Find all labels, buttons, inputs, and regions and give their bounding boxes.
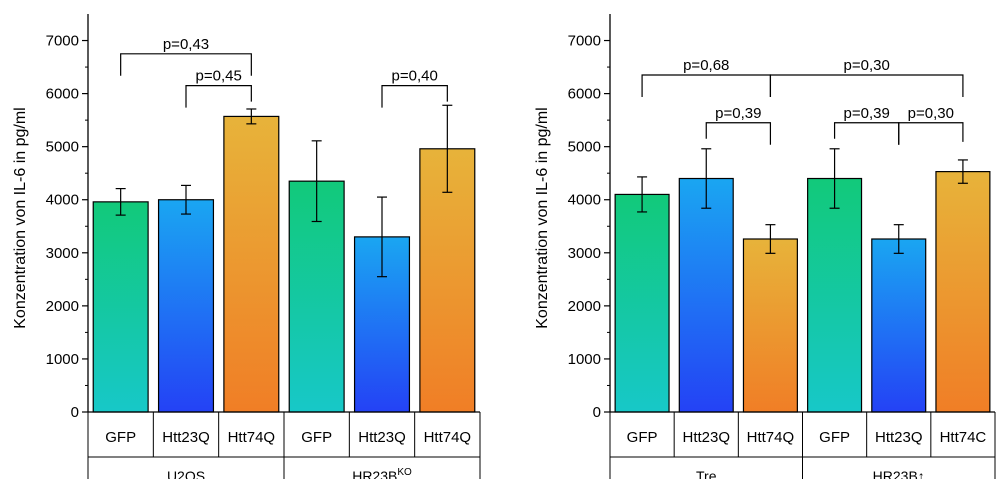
y-tick-label: 4000 xyxy=(46,192,79,209)
p-value-label: p=0,30 xyxy=(908,105,954,122)
y-tick-label: 1000 xyxy=(46,351,79,368)
significance-bracket xyxy=(381,85,448,108)
y-tick-label: 7000 xyxy=(568,33,601,50)
chart-panel-right: 0 1000 2000 3000 4000 5000 6000 7000 Konzentrati… xyxy=(534,14,996,484)
bar xyxy=(92,201,149,413)
chart-panel-left: 0 1000 2000 3000 4000 5000 6000 7000 Konzentrati… xyxy=(12,14,481,484)
y-tick-label: 3000 xyxy=(568,245,601,262)
p-value-label: p=0,68 xyxy=(683,57,729,74)
y-tick-label: 3000 xyxy=(46,245,79,262)
significance-bracket xyxy=(898,122,964,145)
significance-bracket xyxy=(769,74,964,98)
y-tick-label: 0 xyxy=(593,404,601,421)
y-tick-label: 1000 xyxy=(568,351,601,368)
group-label: HR23BKO xyxy=(352,467,412,479)
x-tick-label: Htt23Q xyxy=(162,429,210,446)
x-tick-label: Htt23Q xyxy=(358,429,406,446)
y-axis-label: Konzentration von IL-6 in pg/ml xyxy=(12,107,29,328)
y-tick-label: 4000 xyxy=(568,192,601,209)
significance-bracket xyxy=(705,122,772,145)
x-tick-label: GFP xyxy=(819,429,850,446)
group-label: HR23B↑ xyxy=(873,468,925,479)
p-value-label: p=0,39 xyxy=(715,105,761,122)
y-tick-label: 6000 xyxy=(568,86,601,103)
y-tick-label: 5000 xyxy=(568,139,601,156)
x-tick-label: Htt23Q xyxy=(875,429,923,446)
significance-bracket xyxy=(185,85,252,108)
y-tick-label: 7000 xyxy=(46,33,79,50)
bar xyxy=(157,199,215,413)
p-value-label: p=0,39 xyxy=(844,105,890,122)
x-tick-label: Htt74Q xyxy=(747,429,795,446)
x-tick-label: GFP xyxy=(301,429,332,446)
bar xyxy=(871,238,927,413)
x-tick-label: Htt23Q xyxy=(682,429,730,446)
y-tick-label: 5000 xyxy=(46,139,79,156)
significance-bracket xyxy=(833,122,900,145)
p-value-label: p=0,43 xyxy=(163,36,209,53)
x-tick-label: GFP xyxy=(105,429,136,446)
x-tick-label: Htt74C xyxy=(940,429,987,446)
x-tick-label: Htt74Q xyxy=(424,429,472,446)
y-tick-label: 2000 xyxy=(568,298,601,315)
p-value-label: p=0,30 xyxy=(844,57,890,74)
bar xyxy=(678,177,734,413)
y-tick-label: 0 xyxy=(71,404,79,421)
p-value-label: p=0,45 xyxy=(196,68,242,85)
bar xyxy=(223,115,280,413)
x-tick-label: Htt74Q xyxy=(228,429,276,446)
y-tick-label: 2000 xyxy=(46,298,79,315)
significance-bracket xyxy=(641,74,772,98)
bar xyxy=(614,193,670,413)
bar xyxy=(935,171,991,413)
bar xyxy=(807,177,863,413)
bar xyxy=(742,238,798,413)
group-label: U2OS xyxy=(167,468,205,479)
significance-bracket xyxy=(120,53,252,76)
y-axis-label: Konzentration von IL-6 in pg/ml xyxy=(534,107,551,328)
group-label: Tre xyxy=(696,468,717,479)
y-tick-label: 6000 xyxy=(46,86,79,103)
group-label-superscript: KO xyxy=(397,467,412,478)
x-tick-label: GFP xyxy=(627,429,658,446)
p-value-label: p=0,40 xyxy=(392,68,438,85)
